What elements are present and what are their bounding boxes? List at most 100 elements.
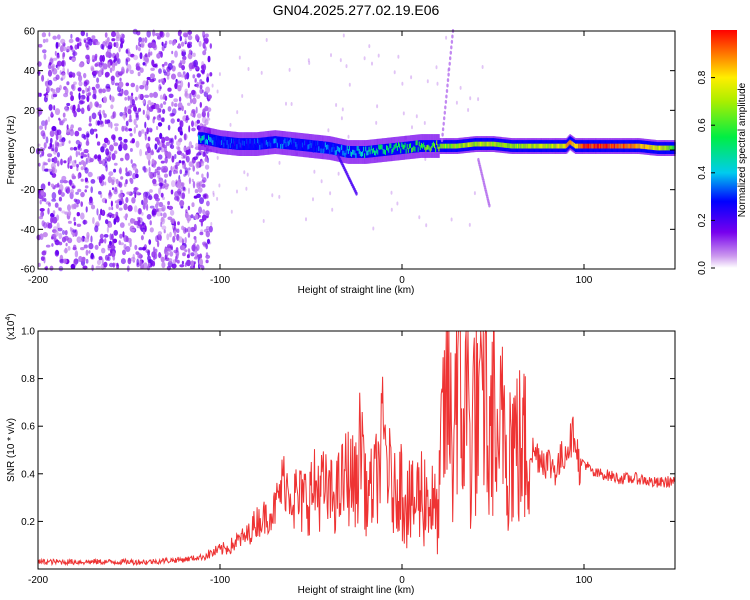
noise-speckle (70, 188, 75, 195)
noise-speckle (167, 201, 171, 206)
noise-speckle (80, 166, 84, 171)
trace-core (408, 143, 411, 149)
trace-outer (370, 145, 373, 158)
noise-speckle (115, 216, 120, 223)
noise-speckle (115, 41, 119, 49)
trace-core (502, 142, 505, 148)
noise-speckle (67, 210, 72, 217)
noise-speckle (89, 128, 95, 135)
trace-outer (232, 137, 234, 150)
trace-core (222, 137, 224, 142)
x-tick-label: 0 (399, 275, 405, 286)
noise-speckle (116, 52, 120, 59)
trace-core (239, 142, 242, 148)
noise-speckle (180, 152, 185, 156)
noise-speckle (198, 258, 204, 266)
noise-speckle (119, 222, 125, 228)
trace-outer (346, 145, 349, 158)
trace-core (395, 142, 398, 148)
noise-speckle (36, 234, 41, 241)
noise-speckle (206, 117, 211, 121)
noise-speckle (181, 65, 186, 71)
noise-speckle (190, 260, 194, 267)
trace-core (435, 147, 437, 153)
noise-speckle (201, 183, 206, 188)
trace-core (593, 143, 595, 149)
noise-speckle (49, 265, 54, 271)
noise-speckle (192, 52, 196, 57)
noise-speckle (56, 222, 60, 230)
noise-speckle (57, 189, 62, 196)
trace-core (524, 143, 527, 149)
noise-speckle (190, 252, 195, 257)
noise-speckle (203, 194, 208, 200)
noise-speckle (111, 153, 116, 161)
trace-core (605, 143, 607, 149)
trace-streak (443, 110, 446, 115)
noise-speckle (92, 74, 96, 78)
y-tick-label: -60 (21, 265, 36, 276)
trace-core (457, 143, 459, 149)
noise-speckle (110, 245, 116, 250)
noise-speckle (164, 156, 168, 164)
noise-speckle (195, 142, 199, 149)
noise-speckle (171, 101, 174, 107)
noise-speckle (78, 92, 81, 100)
noise-speckle (104, 71, 110, 77)
noise-speckle (204, 157, 208, 163)
noise-speckle (127, 205, 133, 212)
noise-speckle (305, 217, 307, 222)
trace-core (268, 141, 270, 147)
trace-core (515, 143, 518, 149)
noise-speckle (185, 149, 190, 156)
trace-core (518, 143, 520, 149)
snr-x-axis-label: Height of straight line (km) (298, 585, 415, 596)
trace-core (612, 143, 614, 149)
trace-core (224, 136, 226, 142)
noise-speckle (41, 250, 47, 256)
noise-speckle (63, 258, 68, 264)
snr-scale-exponent: 4 (5, 317, 12, 321)
trace-core (305, 140, 307, 146)
trace-core (389, 143, 391, 149)
trace-core (561, 143, 564, 149)
noise-speckle (120, 33, 125, 38)
noise-speckle (110, 249, 113, 254)
trace-core (388, 147, 390, 153)
noise-speckle (103, 113, 107, 119)
trace-core (247, 140, 249, 146)
noise-speckle (84, 185, 89, 189)
trace-core (532, 143, 534, 149)
trace-core (286, 138, 288, 143)
trace-core (400, 148, 402, 154)
noise-speckle (66, 127, 70, 135)
trace-core (461, 143, 463, 148)
noise-speckle (79, 41, 82, 47)
noise-speckle (106, 88, 111, 92)
noise-speckle (89, 101, 93, 109)
noise-speckle (177, 188, 181, 196)
trace-core (391, 149, 393, 154)
noise-speckle (144, 225, 147, 232)
noise-speckle (199, 84, 203, 90)
noise-speckle (196, 244, 200, 251)
noise-speckle (41, 32, 47, 38)
trace-core (467, 142, 470, 148)
noise-speckle (194, 238, 197, 244)
trace-core (499, 142, 501, 148)
snr-scale-base: (x10 (6, 320, 17, 340)
noise-speckle (137, 107, 142, 112)
noise-speckle (71, 84, 75, 90)
noise-speckle (93, 128, 98, 132)
noise-speckle (73, 216, 76, 222)
trace-core (336, 146, 339, 151)
noise-speckle (139, 52, 143, 60)
noise-speckle (445, 35, 448, 40)
noise-speckle (45, 38, 49, 43)
colorbar-tick-label: 0.0 (697, 261, 708, 275)
trace-outer (335, 143, 338, 156)
noise-speckle (90, 67, 95, 72)
noise-speckle (158, 84, 162, 92)
noise-speckle (245, 186, 248, 191)
noise-speckle (80, 212, 85, 220)
